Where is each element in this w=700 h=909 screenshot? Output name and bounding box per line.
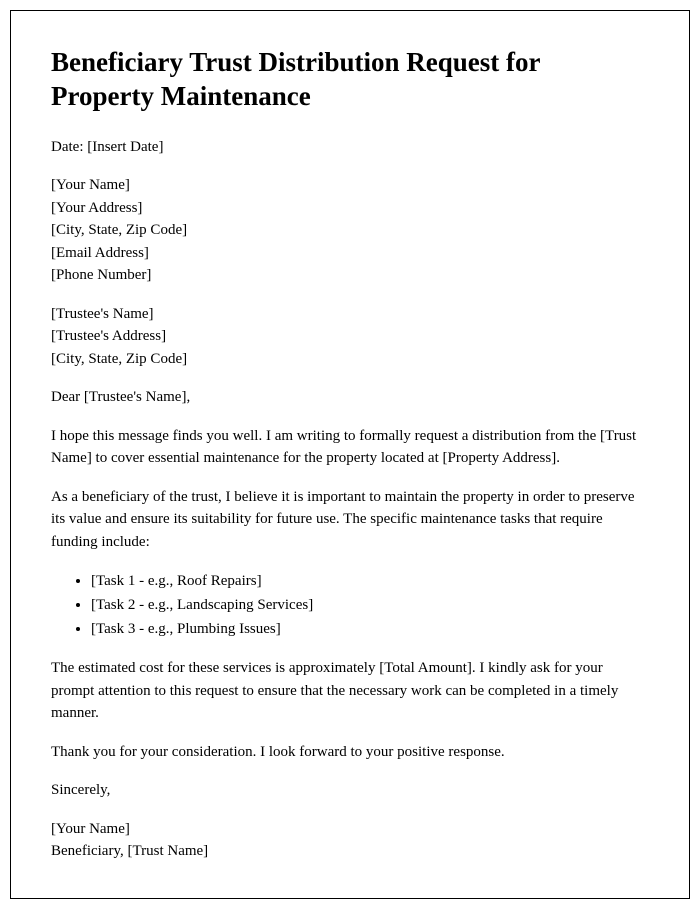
sender-name: [Your Name] xyxy=(51,174,649,197)
body-paragraph-1: I hope this message finds you well. I am… xyxy=(51,425,649,470)
recipient-name: [Trustee's Name] xyxy=(51,303,649,326)
recipient-address-block: [Trustee's Name] [Trustee's Address] [Ci… xyxy=(51,303,649,371)
document-page: Beneficiary Trust Distribution Request f… xyxy=(10,10,690,899)
body-paragraph-4: Thank you for your consideration. I look… xyxy=(51,741,649,764)
salutation: Dear [Trustee's Name], xyxy=(51,386,649,409)
sender-address-block: [Your Name] [Your Address] [City, State,… xyxy=(51,174,649,287)
task-item: [Task 2 - e.g., Landscaping Services] xyxy=(91,593,649,617)
sender-email: [Email Address] xyxy=(51,242,649,265)
task-item: [Task 1 - e.g., Roof Repairs] xyxy=(91,569,649,593)
body-paragraph-3: The estimated cost for these services is… xyxy=(51,657,649,725)
closing: Sincerely, xyxy=(51,779,649,802)
task-list: [Task 1 - e.g., Roof Repairs] [Task 2 - … xyxy=(91,569,649,641)
body-paragraph-2: As a beneficiary of the trust, I believe… xyxy=(51,486,649,554)
sender-address: [Your Address] xyxy=(51,197,649,220)
signature-role: Beneficiary, [Trust Name] xyxy=(51,840,649,863)
recipient-address: [Trustee's Address] xyxy=(51,325,649,348)
date-line: Date: [Insert Date] xyxy=(51,136,649,159)
signature-block: [Your Name] Beneficiary, [Trust Name] xyxy=(51,818,649,863)
task-item: [Task 3 - e.g., Plumbing Issues] xyxy=(91,617,649,641)
sender-city-state-zip: [City, State, Zip Code] xyxy=(51,219,649,242)
recipient-city-state-zip: [City, State, Zip Code] xyxy=(51,348,649,371)
signature-name: [Your Name] xyxy=(51,818,649,841)
sender-phone: [Phone Number] xyxy=(51,264,649,287)
document-title: Beneficiary Trust Distribution Request f… xyxy=(51,46,649,114)
